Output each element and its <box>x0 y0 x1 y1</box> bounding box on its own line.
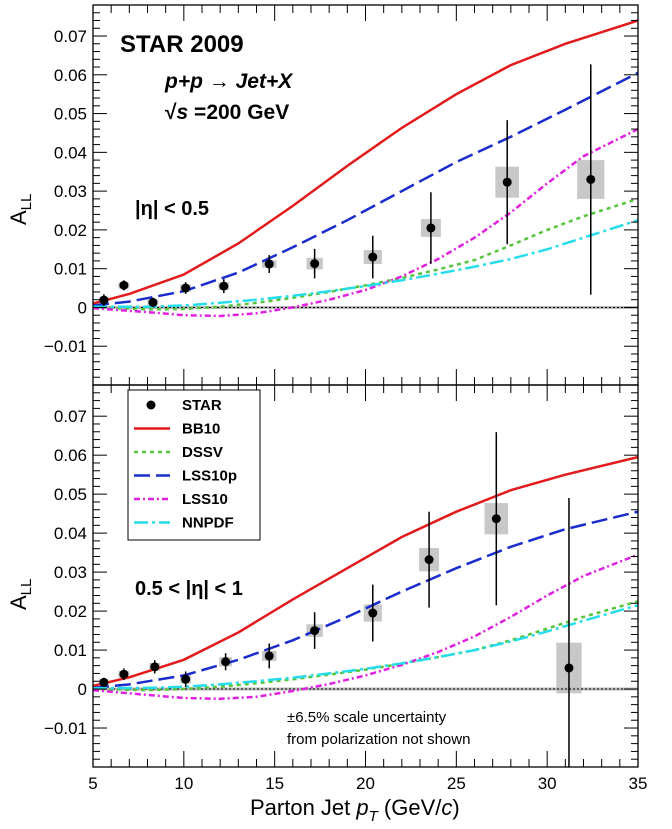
data-point-bottom-3 <box>181 675 190 684</box>
legend-label-bb10: BB10 <box>182 421 220 438</box>
y-tick-label-bottom-3: 0.02 <box>54 602 87 621</box>
y-tick-label-top-1: 0 <box>78 298 87 317</box>
y-axis-label-bottom-main: A <box>6 595 31 610</box>
legend-label-lss10p: LSS10p <box>182 468 237 485</box>
data-point-top-2 <box>148 298 157 307</box>
y-axis-label-bottom-sub: LL <box>18 579 35 596</box>
y-tick-label-bottom-2: 0.01 <box>54 641 87 660</box>
x-tick-label-3: 20 <box>356 774 375 793</box>
data-point-top-1 <box>119 281 128 290</box>
data-point-top-3 <box>181 284 190 293</box>
legend-label-dssv: DSSV <box>182 444 223 461</box>
data-point-bottom-8 <box>425 555 434 564</box>
scale-note-line1: ±6.5% scale uncertainty <box>287 709 447 726</box>
legend-label-star: STAR <box>182 397 222 414</box>
y-tick-label-top-5: 0.04 <box>54 143 87 162</box>
data-point-bottom-5 <box>265 651 274 660</box>
y-tick-label-top-4: 0.03 <box>54 182 87 201</box>
x-tick-label-0: 5 <box>88 774 97 793</box>
data-point-bottom-1 <box>119 670 128 679</box>
y-axis-label-top-sub: LL <box>18 194 35 211</box>
x-axis-label-main: Parton Jet <box>250 795 356 820</box>
legend-label-nnpdf: NNPDF <box>182 515 234 532</box>
y-tick-label-top-6: 0.05 <box>54 105 87 124</box>
x-tick-label-2: 15 <box>265 774 284 793</box>
x-tick-label-6: 35 <box>629 774 648 793</box>
data-point-top-4 <box>219 282 228 291</box>
x-tick-label-4: 25 <box>447 774 466 793</box>
y-tick-label-bottom-1: 0 <box>78 680 87 699</box>
y-tick-label-top-3: 0.02 <box>54 221 87 240</box>
data-point-top-5 <box>265 260 274 269</box>
data-point-bottom-9 <box>492 514 501 523</box>
eta-range-bottom: 0.5 < |η| < 1 <box>135 578 243 600</box>
y-tick-label-bottom-5: 0.04 <box>54 524 87 543</box>
data-point-top-8 <box>426 223 435 232</box>
data-point-top-10 <box>586 175 595 184</box>
data-point-bottom-2 <box>150 662 159 671</box>
x-tick-label-1: 10 <box>174 774 193 793</box>
y-tick-label-bottom-7: 0.06 <box>54 446 87 465</box>
data-point-bottom-7 <box>368 609 377 618</box>
energy-s: s <box>177 101 189 124</box>
legend-marker-star <box>147 401 156 410</box>
y-tick-label-bottom-0: −0.01 <box>44 719 87 738</box>
y-tick-label-bottom-8: 0.07 <box>54 407 87 426</box>
y-tick-label-top-7: 0.06 <box>54 66 87 85</box>
y-tick-label-bottom-6: 0.05 <box>54 485 87 504</box>
data-point-top-7 <box>368 253 377 262</box>
energy-sqrt: √ <box>165 101 177 124</box>
y-axis-label-top-main: A <box>6 210 31 225</box>
y-tick-label-top-0: −0.01 <box>44 337 87 356</box>
legend-label-lss10: LSS10 <box>182 491 228 508</box>
data-point-bottom-0 <box>99 678 108 687</box>
scale-note-line2: from polarization not shown <box>287 731 470 748</box>
energy-value: =200 GeV <box>188 101 289 124</box>
eta-range-top: |η| < 0.5 <box>135 198 209 220</box>
x-axis-label-c: c <box>441 795 452 820</box>
x-axis-label-unit-pre: (GeV/ <box>378 795 442 820</box>
y-tick-label-top-2: 0.01 <box>54 260 87 279</box>
data-point-top-6 <box>310 259 319 268</box>
data-point-bottom-4 <box>221 657 230 666</box>
data-point-top-0 <box>99 296 108 305</box>
chart-title: STAR 2009 <box>120 31 244 58</box>
y-tick-label-top-8: 0.07 <box>54 27 87 46</box>
legend: STAR BB10 DSSV LSS10p LSS10 NNPDF <box>128 390 260 540</box>
data-point-bottom-10 <box>564 663 573 672</box>
data-point-bottom-6 <box>310 626 319 635</box>
energy-label: √s =200 GeV <box>165 101 289 124</box>
x-tick-label-5: 30 <box>538 774 557 793</box>
x-axis-label-unit-post: ) <box>452 795 459 820</box>
x-axis-label-p: p <box>355 795 368 820</box>
process-label: p+p → Jet+X <box>164 70 294 93</box>
data-point-top-9 <box>503 178 512 187</box>
y-tick-label-bottom-4: 0.03 <box>54 563 87 582</box>
